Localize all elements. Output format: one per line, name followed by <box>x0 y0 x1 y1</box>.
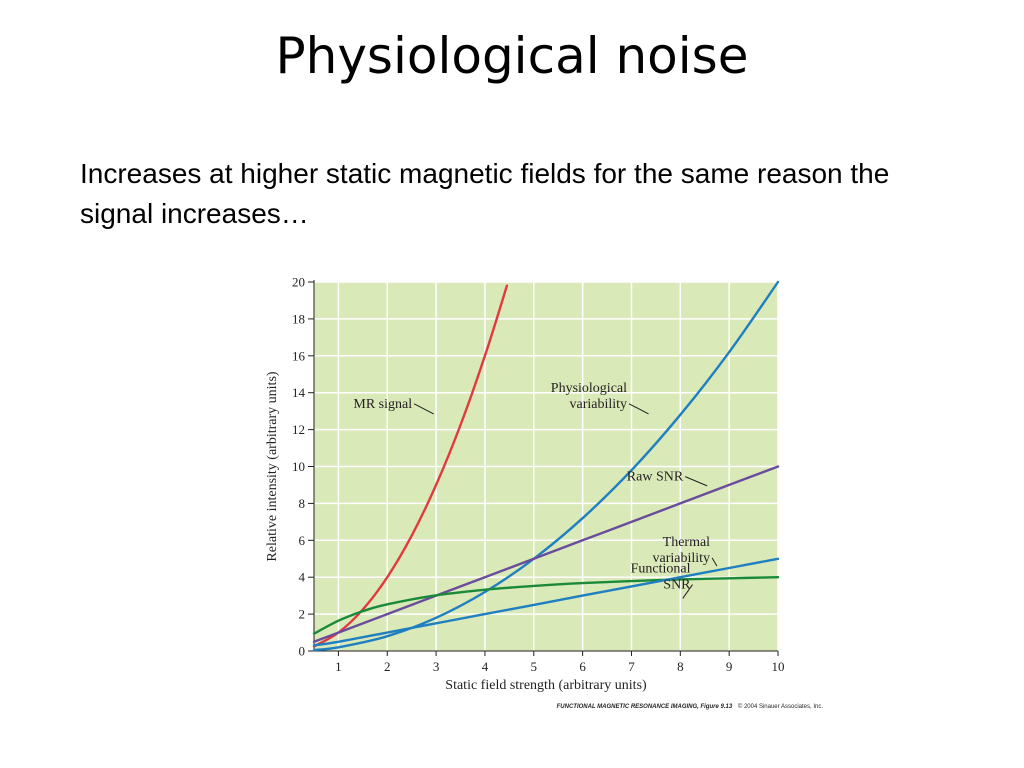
y-tick-label: 10 <box>292 459 305 474</box>
label-physiological-variability: variability <box>569 397 627 412</box>
series-mr-signal <box>312 284 509 648</box>
x-axis-label: Static field strength (arbitrary units) <box>445 678 647 693</box>
slide-body-text: Increases at higher static magnetic fiel… <box>80 158 890 229</box>
label-raw-snr: Raw SNR <box>627 470 684 485</box>
y-tick-label: 12 <box>292 422 305 437</box>
x-tick-label: 7 <box>628 659 635 674</box>
label-physiological-variability-leader <box>628 403 649 415</box>
x-tick-label: 10 <box>772 659 785 674</box>
label-functional-snr: SNR <box>663 578 691 593</box>
y-tick-label: 4 <box>299 570 306 585</box>
x-tick-label: 9 <box>726 659 733 674</box>
x-tick-label: 2 <box>384 659 391 674</box>
y-axis-label: Relative intensity (arbitrary units) <box>265 371 280 561</box>
label-mr-signal-leader <box>413 403 434 415</box>
x-tick-label: 1 <box>335 659 342 674</box>
label-thermal-variability: Thermal <box>663 535 711 550</box>
series-thermal-variability <box>312 576 780 635</box>
chart-figure: 1 2 3 4 5 6 7 8 9 10 0 2 4 6 8 10 12 14 16 18 20 MR signal P… <box>255 265 830 715</box>
label-functional-snr-leader <box>682 584 693 599</box>
x-tick-label: 4 <box>482 659 489 674</box>
figure-credit: FUNCTIONAL MAGNETIC RESONANCE IMAGING, F… <box>557 703 824 710</box>
chart-axes <box>313 280 778 652</box>
series-physiological-variability <box>312 280 780 652</box>
label-functional-snr: Functional <box>631 562 691 577</box>
x-tick-label: 6 <box>579 659 586 674</box>
x-tick-label: 3 <box>433 659 440 674</box>
y-tick-label: 2 <box>299 607 306 622</box>
y-tick-label: 6 <box>299 533 306 548</box>
series-raw-snr <box>312 465 780 643</box>
label-physiological-variability: Physiological <box>551 381 627 396</box>
y-tick-label: 14 <box>292 385 306 400</box>
figure-credit-copyright: © 2004 Sinauer Associates, Inc. <box>738 703 823 710</box>
label-mr-signal: MR signal <box>353 397 412 412</box>
x-tick-label: 8 <box>677 659 684 674</box>
label-thermal-variability-leader <box>711 557 718 567</box>
x-tick-label: 5 <box>531 659 538 674</box>
y-axis-ticks: 0 2 4 6 8 10 12 14 16 18 20 <box>292 275 314 659</box>
y-tick-label: 0 <box>299 644 306 659</box>
series-functional-snr <box>312 557 780 647</box>
x-axis-ticks: 1 2 3 4 5 6 7 8 9 10 <box>335 651 785 674</box>
y-tick-label: 16 <box>292 348 306 363</box>
slide-title: Physiological noise <box>275 27 749 85</box>
chart-series <box>312 280 780 652</box>
label-thermal-variability: variability <box>653 551 711 566</box>
y-tick-label: 20 <box>292 275 305 290</box>
figure-credit-book: FUNCTIONAL MAGNETIC RESONANCE IMAGING, F… <box>557 704 733 710</box>
y-tick-label: 8 <box>299 496 306 511</box>
label-raw-snr-leader <box>685 476 708 487</box>
y-tick-label: 18 <box>292 311 305 326</box>
